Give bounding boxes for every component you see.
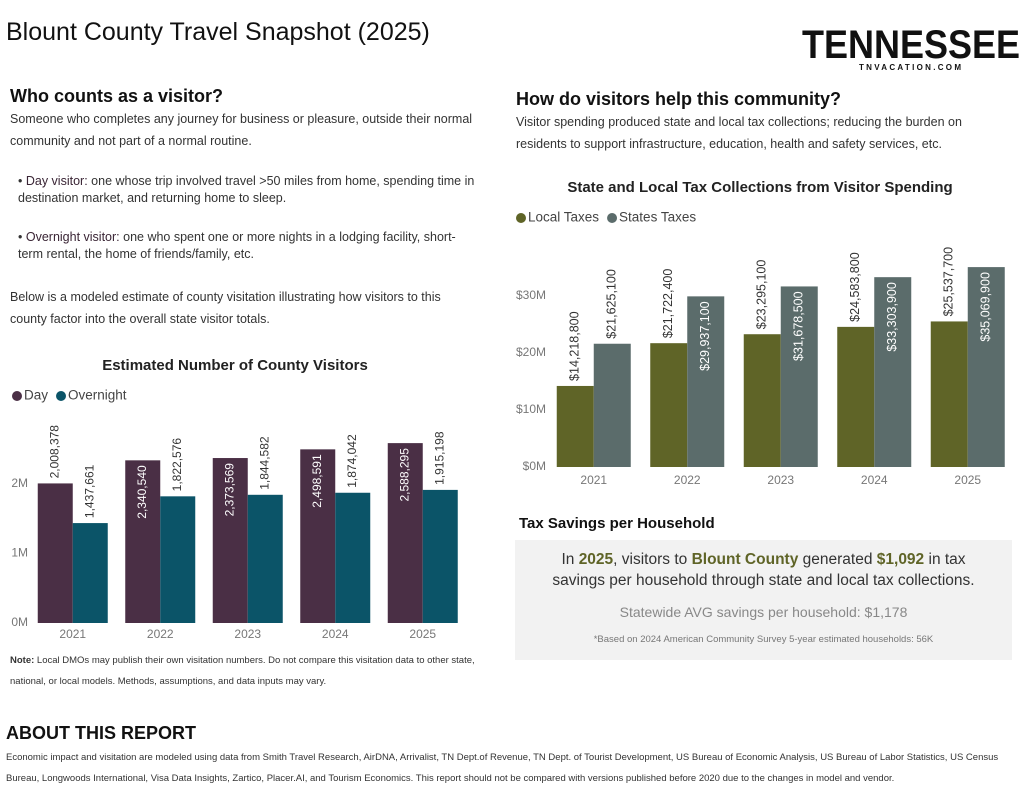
bar — [125, 460, 161, 623]
data-label: $25,537,700 — [942, 247, 956, 317]
bullet-text: one whose trip involved travel >50 miles… — [18, 174, 475, 205]
legend-label: Overnight — [68, 388, 127, 403]
y-tick-label: 1M — [11, 546, 28, 560]
data-label: $21,722,400 — [661, 269, 675, 339]
bullet-term: Day visitor: — [25, 174, 88, 188]
data-label: $14,218,800 — [568, 311, 582, 381]
savings-statement: In 2025, visitors to Blount County gener… — [545, 549, 982, 591]
bar — [743, 334, 781, 467]
data-label: 2,373,569 — [222, 463, 236, 517]
x-tick-label: 2021 — [59, 627, 86, 641]
data-label: 1,437,661 — [82, 464, 96, 518]
bar — [212, 458, 248, 623]
x-tick-label: 2024 — [322, 627, 349, 641]
data-label: 2,008,378 — [47, 425, 61, 479]
data-label: 1,844,582 — [257, 436, 271, 490]
savings-box: In 2025, visitors to Blount County gener… — [515, 540, 1012, 660]
y-tick-label: $20M — [516, 345, 546, 359]
bar — [930, 321, 968, 467]
x-tick-label: 2025 — [954, 473, 981, 487]
x-tick-label: 2022 — [147, 627, 174, 641]
section-heading: Who counts as a visitor? — [10, 86, 224, 106]
bar — [874, 277, 912, 467]
note-label: Note: — [10, 655, 35, 666]
amount: $1,092 — [876, 551, 925, 568]
data-label: $21,625,100 — [605, 269, 619, 339]
bar — [247, 494, 283, 623]
about-text: Economic impact and visitation are model… — [6, 752, 999, 784]
bar — [160, 496, 196, 623]
paragraph: Someone who completes any journey for bu… — [10, 112, 473, 148]
data-label: 1,822,576 — [170, 438, 184, 492]
chart-title: State and Local Tax Collections from Vis… — [567, 179, 952, 196]
data-label: $29,937,100 — [698, 301, 712, 371]
y-tick-label: $0M — [523, 459, 546, 473]
bar — [556, 385, 594, 467]
paragraph: Visitor spending produced state and loca… — [516, 115, 962, 151]
text: generated — [798, 551, 877, 568]
data-label: $35,069,900 — [979, 272, 993, 342]
legend-swatch — [56, 391, 67, 401]
y-tick-label: $10M — [516, 402, 546, 416]
section-heading: How do visitors help this community? — [516, 89, 842, 109]
county: Blount County — [691, 551, 799, 568]
note: Note: Local DMOs may publish their own v… — [10, 650, 480, 692]
text: in tax savings per household through sta… — [552, 551, 975, 589]
y-tick-label: 0M — [11, 615, 28, 629]
x-tick-label: 2024 — [861, 473, 888, 487]
text: , visitors to — [613, 551, 692, 568]
x-tick-label: 2022 — [674, 473, 701, 487]
footnote: *Based on 2024 American Community Survey… — [593, 634, 934, 645]
bullet: • Overnight visitor: one who spent one o… — [18, 230, 456, 261]
page-title: Blount County Travel Snapshot (2025) — [6, 18, 430, 46]
bar — [300, 449, 336, 623]
paragraph: Below is a modeled estimate of county vi… — [10, 290, 441, 326]
legend-swatch — [516, 213, 526, 223]
data-label: 2,340,540 — [135, 465, 149, 519]
bar — [967, 267, 1005, 467]
data-label: $23,295,100 — [755, 260, 769, 330]
legend-label: Local Taxes — [528, 210, 599, 225]
data-label: 2,588,295 — [397, 448, 411, 502]
legend-swatch — [607, 213, 618, 223]
x-tick-label: 2025 — [409, 627, 436, 641]
bar — [72, 523, 108, 623]
bar — [650, 343, 688, 467]
note-text: Local DMOs may publish their own visitat… — [10, 655, 475, 687]
bar — [780, 286, 818, 467]
x-tick-label: 2023 — [234, 627, 261, 641]
legend-label: Day — [24, 388, 48, 403]
chart-title: Estimated Number of County Visitors — [102, 357, 368, 374]
logo: TENNESSEE — [802, 23, 1020, 67]
bullet-text: one who spent one or more nights in a lo… — [18, 230, 456, 261]
x-tick-label: 2023 — [767, 473, 794, 487]
y-tick-label: 2M — [11, 476, 28, 490]
data-label: $31,678,500 — [792, 291, 806, 361]
data-label: $24,583,800 — [848, 252, 862, 322]
bullet: • Day visitor: one whose trip involved t… — [18, 174, 475, 205]
text: In — [561, 551, 579, 568]
bar — [37, 483, 73, 623]
data-label: 1,874,042 — [345, 434, 359, 488]
bar — [837, 326, 875, 467]
about-heading: ABOUT THIS REPORT — [6, 723, 197, 743]
legend-swatch — [12, 391, 22, 401]
bar — [422, 489, 458, 623]
year: 2025 — [578, 551, 614, 568]
x-tick-label: 2021 — [580, 473, 607, 487]
statewide: Statewide AVG savings per household: $1,… — [619, 604, 908, 620]
bar — [687, 296, 725, 467]
bar — [335, 492, 371, 623]
legend-label: States Taxes — [619, 210, 696, 225]
bar — [387, 443, 423, 623]
bar — [593, 343, 631, 467]
bullet-term: Overnight visitor: — [25, 230, 120, 244]
section-heading: Tax Savings per Household — [519, 515, 715, 532]
y-tick-label: $30M — [516, 288, 546, 302]
data-label: 2,498,591 — [310, 454, 324, 508]
data-label: 1,915,198 — [432, 431, 446, 485]
data-label: $33,303,900 — [885, 282, 899, 352]
